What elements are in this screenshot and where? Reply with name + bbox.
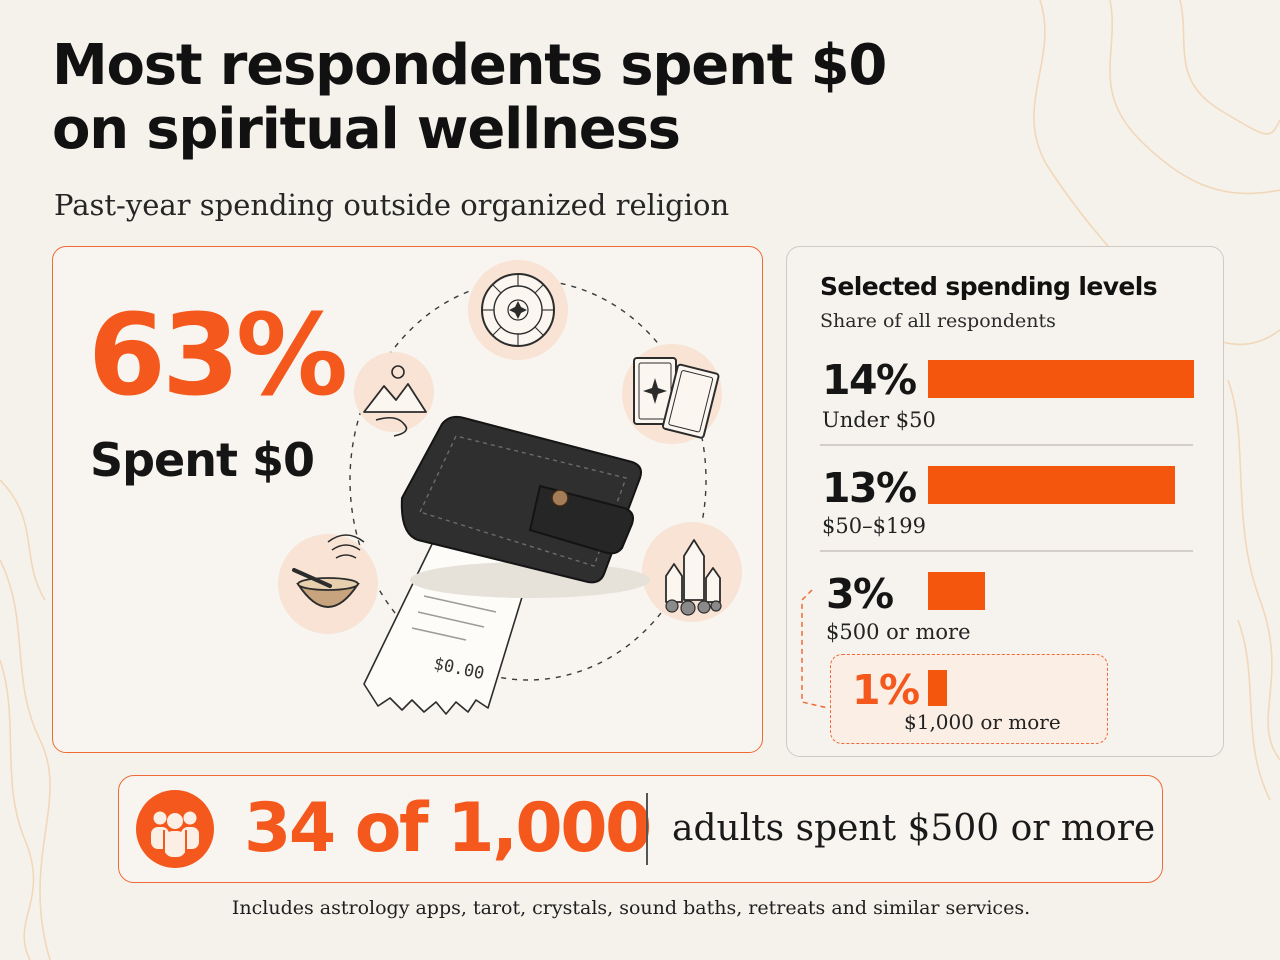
page-title: Most respondents spent $0 on spiritual w…	[52, 33, 887, 162]
bar-value-label: 14%	[822, 356, 917, 404]
bar-value-label: 1%	[852, 666, 920, 714]
callout-number: 34 of 1,000	[244, 789, 652, 868]
crystals-icon	[642, 522, 742, 622]
row-separator	[820, 550, 1193, 552]
category-label: $50–$199	[822, 514, 927, 538]
headline-percent: 63%	[88, 291, 348, 421]
bracket-connector	[801, 589, 829, 709]
bar-value-label: 3%	[826, 570, 894, 618]
row-separator	[820, 444, 1193, 446]
headline-label: Spent $0	[90, 433, 315, 487]
chart-title: Selected spending levels	[820, 272, 1158, 301]
category-label: $1,000 or more	[904, 710, 1061, 734]
chart-subtitle: Share of all respondents	[820, 310, 1056, 332]
tarot-cards-icon	[622, 344, 722, 444]
category-label: $500 or more	[826, 620, 971, 644]
callout-divider	[646, 793, 648, 865]
title-line-1: Most respondents spent $0	[52, 33, 887, 98]
wallet-icon	[400, 415, 650, 598]
highlight-box	[830, 654, 1108, 744]
bar-value-label: 13%	[822, 464, 917, 512]
bar	[928, 360, 1194, 398]
bar	[928, 670, 947, 706]
wallet-illustration	[278, 260, 742, 715]
callout-bar	[118, 775, 1163, 883]
footnote: Includes astrology apps, tarot, crystals…	[231, 897, 1031, 919]
people-icon	[136, 790, 214, 868]
mountain-retreat-icon	[354, 352, 434, 437]
bar	[928, 572, 985, 610]
bar	[928, 466, 1175, 504]
zodiac-wheel-icon	[468, 260, 568, 360]
category-label: Under $50	[822, 408, 936, 432]
singing-bowl-icon	[278, 534, 378, 634]
page-subtitle: Past-year spending outside organized rel…	[54, 188, 730, 222]
title-line-2: on spiritual wellness	[52, 97, 681, 162]
callout-text: adults spent $500 or more	[672, 808, 1156, 849]
